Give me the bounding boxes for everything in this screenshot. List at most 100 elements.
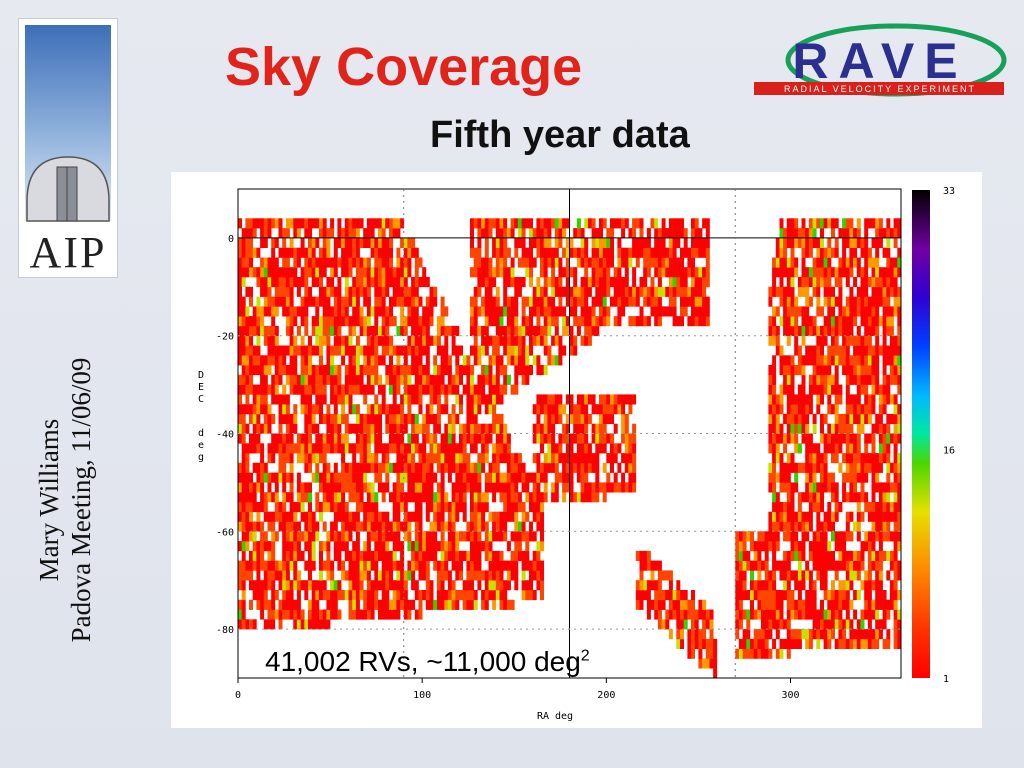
heatmap-cell	[267, 570, 272, 581]
heatmap-cell	[816, 325, 821, 336]
heatmap-cell	[698, 267, 703, 278]
heatmap-cell	[330, 502, 335, 513]
heatmap-cell	[495, 286, 500, 297]
heatmap-cell	[256, 502, 261, 513]
heatmap-cell	[245, 472, 250, 483]
heatmap-cell	[573, 316, 578, 327]
heatmap-cell	[293, 257, 298, 268]
heatmap-cell	[849, 599, 854, 610]
heatmap-cell	[451, 423, 456, 434]
heatmap-cell	[875, 247, 880, 258]
heatmap-cell	[565, 482, 570, 493]
heatmap-cell	[337, 541, 342, 552]
heatmap-cell	[256, 423, 261, 434]
heatmap-cell	[366, 374, 371, 385]
heatmap-cell	[886, 286, 891, 297]
heatmap-cell	[455, 599, 460, 610]
heatmap-cell	[897, 609, 902, 620]
heatmap-cell	[499, 365, 504, 376]
heatmap-cell	[271, 316, 276, 327]
heatmap-cell	[407, 335, 412, 346]
heatmap-cell	[333, 257, 338, 268]
heatmap-cell	[827, 472, 832, 483]
heatmap-cell	[820, 355, 824, 366]
heatmap-cell	[786, 609, 791, 620]
heatmap-cell	[407, 482, 412, 493]
heatmap-cell	[389, 296, 393, 307]
heatmap-cell	[775, 511, 780, 522]
heatmap-cell	[786, 286, 791, 297]
heatmap-cell	[333, 609, 338, 620]
heatmap-cell	[370, 237, 375, 248]
heatmap-cell	[308, 609, 312, 620]
heatmap-cell	[263, 228, 268, 239]
heatmap-cell	[742, 570, 747, 581]
heatmap-cell	[643, 316, 648, 327]
heatmap-cell	[687, 257, 692, 268]
heatmap-cell	[319, 609, 323, 620]
heatmap-cell	[296, 443, 301, 454]
heatmap-cell	[827, 541, 832, 552]
heatmap-cell	[831, 374, 835, 385]
heatmap-cell	[315, 462, 320, 473]
heatmap-cell	[543, 316, 548, 327]
heatmap-cell	[495, 237, 500, 248]
heatmap-cell	[705, 247, 710, 258]
heatmap-cell	[554, 316, 559, 327]
heatmap-cell	[470, 462, 474, 473]
heatmap-cell	[882, 423, 887, 434]
heatmap-cell	[805, 423, 810, 434]
heatmap-cell	[838, 599, 843, 610]
heatmap-cell	[451, 580, 456, 591]
heatmap-cell	[436, 482, 441, 493]
heatmap-cell	[672, 599, 677, 610]
heatmap-cell	[378, 443, 382, 454]
heatmap-cell	[267, 609, 272, 620]
heatmap-cell	[293, 228, 298, 239]
heatmap-cell	[886, 433, 891, 444]
heatmap-cell	[540, 570, 544, 581]
heatmap-cell	[326, 550, 331, 561]
heatmap-cell	[801, 384, 806, 395]
heatmap-cell	[676, 599, 681, 610]
heatmap-cell	[820, 413, 824, 424]
heatmap-cell	[425, 277, 430, 288]
heatmap-cell	[536, 218, 541, 229]
heatmap-cell	[436, 316, 441, 327]
heatmap-cell	[308, 413, 312, 424]
heatmap-cell	[499, 550, 504, 561]
heatmap-cell	[838, 286, 843, 297]
heatmap-cell	[886, 423, 891, 434]
heatmap-cell	[547, 325, 552, 336]
heatmap-cell	[606, 228, 611, 239]
heatmap-cell	[425, 325, 430, 336]
heatmap-cell	[786, 228, 791, 239]
heatmap-cell	[783, 355, 788, 366]
y-tick-label: -60	[216, 527, 234, 538]
heatmap-cell	[775, 423, 780, 434]
heatmap-cell	[587, 306, 592, 317]
heatmap-cell	[580, 462, 585, 473]
heatmap-cell	[514, 462, 519, 473]
heatmap-cell	[580, 247, 585, 258]
heatmap-cell	[447, 453, 452, 464]
heatmap-cell	[296, 482, 301, 493]
heatmap-cell	[860, 277, 865, 288]
heatmap-cell	[875, 570, 880, 581]
heatmap-cell	[484, 472, 489, 483]
heatmap-cell	[249, 247, 253, 258]
heatmap-cell	[882, 374, 887, 385]
heatmap-cell	[897, 619, 902, 630]
heatmap-cell	[768, 384, 773, 395]
heatmap-cell	[296, 541, 301, 552]
heatmap-cell	[639, 218, 644, 229]
heatmap-cell	[488, 257, 493, 268]
heatmap-cell	[400, 560, 405, 571]
heatmap-cell	[650, 296, 655, 307]
heatmap-cell	[238, 462, 242, 473]
heatmap-cell	[459, 345, 463, 356]
heatmap-cell	[878, 570, 883, 581]
heatmap-cell	[517, 492, 522, 503]
heatmap-cell	[418, 345, 423, 356]
heatmap-cell	[860, 453, 865, 464]
